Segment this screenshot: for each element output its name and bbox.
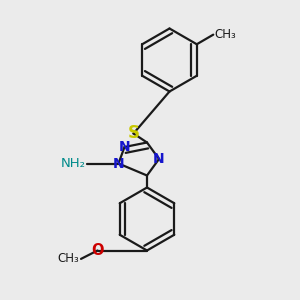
Text: S: S xyxy=(128,124,140,142)
Text: NH₂: NH₂ xyxy=(61,157,85,170)
Text: CH₃: CH₃ xyxy=(215,28,236,41)
Text: N: N xyxy=(119,140,130,154)
Text: N: N xyxy=(153,152,165,166)
Text: O: O xyxy=(91,243,104,258)
Text: CH₃: CH₃ xyxy=(58,252,80,266)
Text: N: N xyxy=(113,157,124,170)
